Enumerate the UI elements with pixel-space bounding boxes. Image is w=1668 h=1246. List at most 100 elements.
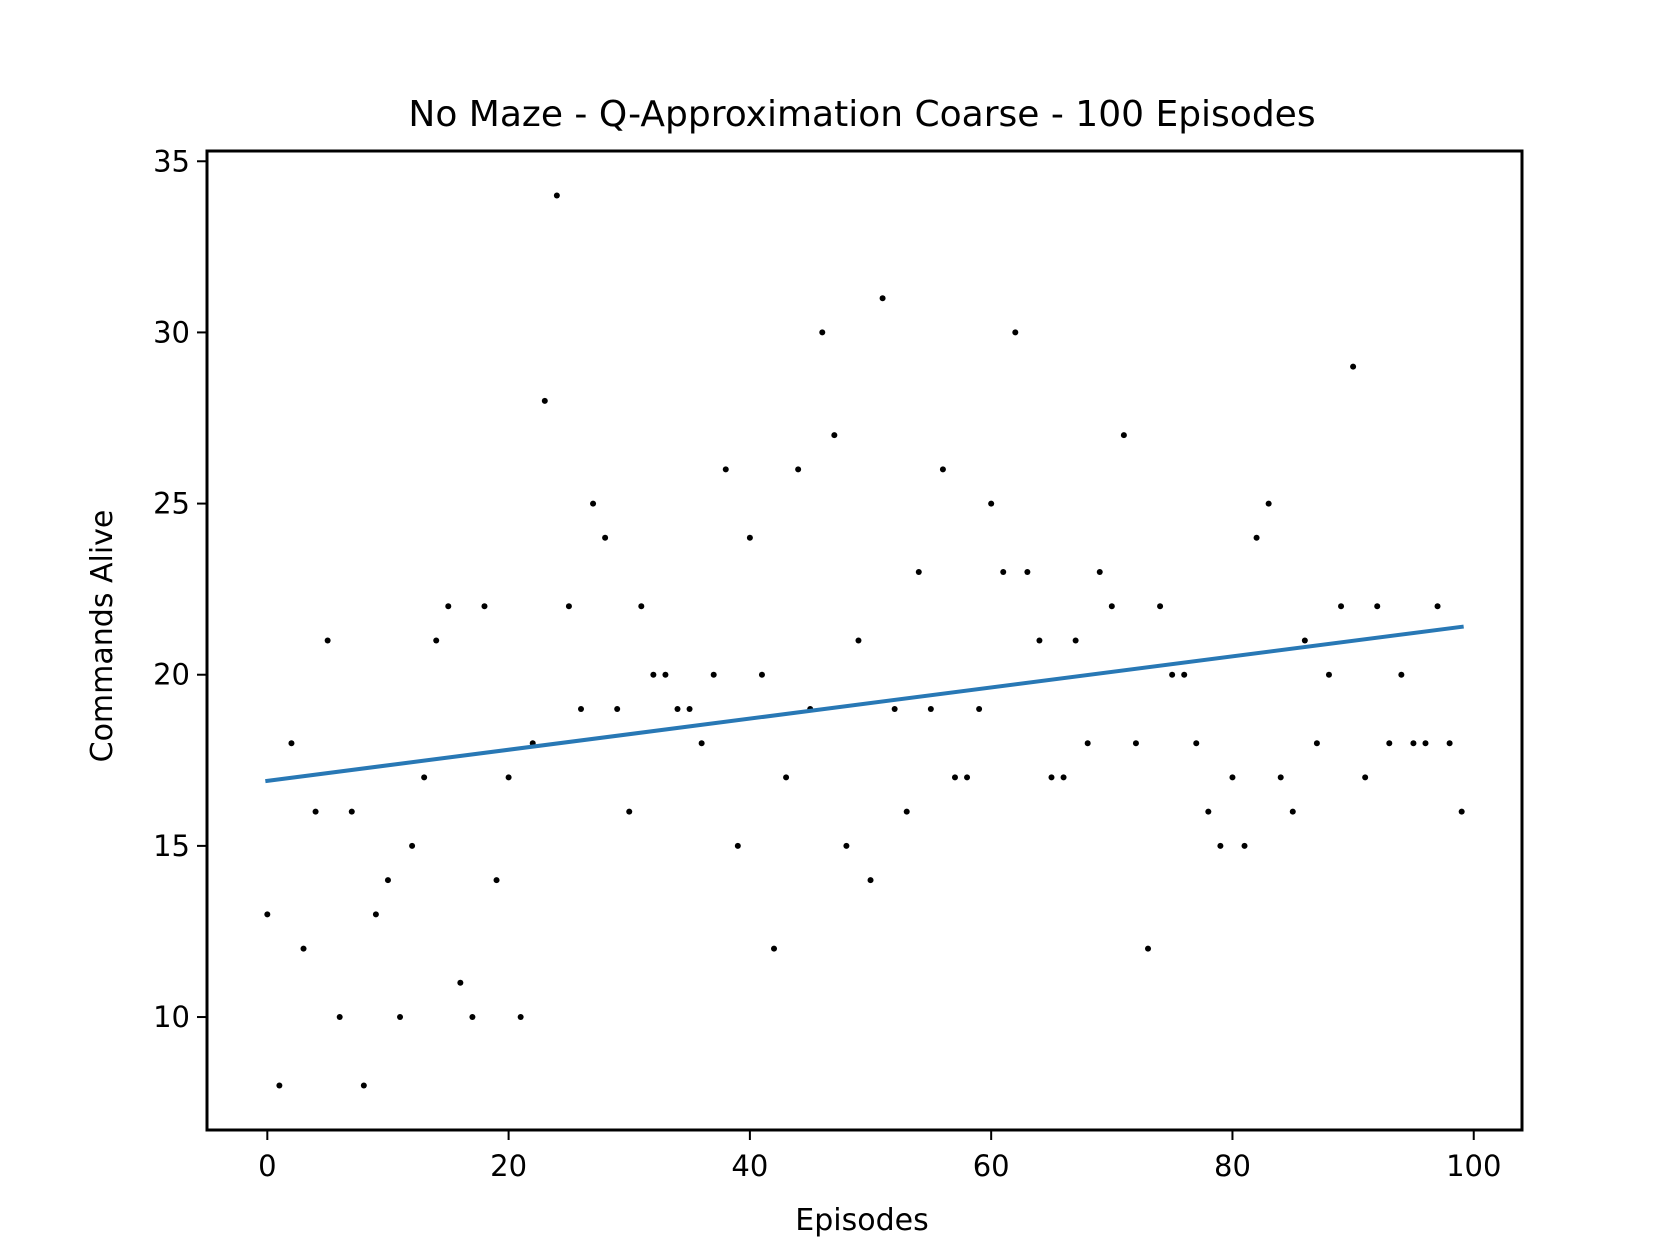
data-point	[1446, 740, 1453, 747]
x-tick-label: 60	[973, 1149, 1010, 1183]
data-point	[590, 500, 597, 507]
y-axis-label: Commands Alive	[85, 510, 120, 763]
y-tick-label: 20	[153, 658, 190, 692]
y-tick-label: 10	[153, 1000, 190, 1034]
data-point	[288, 740, 295, 747]
data-point	[662, 671, 669, 678]
data-point	[457, 979, 464, 986]
data-point	[481, 603, 488, 610]
data-point	[445, 603, 452, 610]
data-point	[710, 671, 717, 678]
x-tick-label: 40	[731, 1149, 768, 1183]
data-point	[614, 705, 621, 712]
data-point	[1386, 740, 1393, 747]
data-point	[843, 842, 850, 849]
data-point	[1253, 534, 1260, 541]
data-point	[1338, 603, 1345, 610]
data-point	[577, 705, 584, 712]
axes-frame	[205, 149, 1524, 1132]
data-point	[264, 911, 271, 918]
chart-title: No Maze - Q-Approximation Coarse - 100 E…	[408, 94, 1315, 135]
data-point	[698, 740, 705, 747]
data-point	[493, 877, 500, 884]
data-point	[1000, 569, 1007, 576]
data-point	[517, 1014, 524, 1021]
x-tick-label: 0	[258, 1149, 276, 1183]
y-tick-label: 30	[153, 315, 190, 349]
data-point	[421, 774, 428, 781]
data-point	[1036, 637, 1043, 644]
data-point	[758, 671, 765, 678]
data-point	[1084, 740, 1091, 747]
y-tick-label: 15	[153, 829, 190, 863]
data-point	[771, 945, 778, 952]
data-point	[915, 569, 922, 576]
data-point	[409, 842, 416, 849]
data-point	[1277, 774, 1284, 781]
data-point	[1217, 842, 1224, 849]
data-point	[1313, 740, 1320, 747]
data-point	[734, 842, 741, 849]
data-point	[939, 466, 946, 473]
data-point	[397, 1014, 404, 1021]
data-point	[1362, 774, 1369, 781]
trend-line	[265, 624, 1464, 784]
data-point	[891, 705, 898, 712]
data-point	[1374, 603, 1381, 610]
data-point	[1229, 774, 1236, 781]
data-point	[1048, 774, 1055, 781]
data-point	[1108, 603, 1115, 610]
data-point	[1169, 671, 1176, 678]
data-point	[1072, 637, 1079, 644]
data-point	[433, 637, 440, 644]
data-point	[553, 192, 560, 199]
plot-area: 0 20 40 60 80 100 10 15 20 25 30 35	[153, 144, 1524, 1183]
data-point	[505, 774, 512, 781]
data-point	[469, 1014, 476, 1021]
data-point	[1398, 671, 1405, 678]
data-point	[541, 397, 548, 404]
data-point	[276, 1082, 283, 1089]
data-point	[746, 534, 753, 541]
data-point	[336, 1014, 343, 1021]
data-point	[951, 774, 958, 781]
data-point	[1120, 432, 1127, 439]
data-point	[1193, 740, 1200, 747]
data-point	[324, 637, 331, 644]
data-point	[1422, 740, 1429, 747]
data-point	[1096, 569, 1103, 576]
data-point	[650, 671, 657, 678]
data-point	[1241, 842, 1248, 849]
data-point	[1325, 671, 1332, 678]
data-point	[976, 705, 983, 712]
data-point	[686, 705, 693, 712]
data-point	[1132, 740, 1139, 747]
data-point	[565, 603, 572, 610]
data-point	[964, 774, 971, 781]
data-point	[602, 534, 609, 541]
data-point	[1205, 808, 1212, 815]
data-point	[1350, 363, 1357, 370]
x-axis-label: Episodes	[795, 1203, 928, 1238]
x-tick-label: 80	[1214, 1149, 1251, 1183]
data-point	[1410, 740, 1417, 747]
data-point	[1145, 945, 1152, 952]
data-point	[1012, 329, 1019, 336]
data-point	[988, 500, 995, 507]
data-point	[638, 603, 645, 610]
data-point	[626, 808, 633, 815]
data-point	[1301, 637, 1308, 644]
data-point	[1181, 671, 1188, 678]
data-point	[1434, 603, 1441, 610]
data-point	[783, 774, 790, 781]
data-point	[1060, 774, 1067, 781]
data-point	[1024, 569, 1031, 576]
data-point	[312, 808, 319, 815]
data-point	[831, 432, 838, 439]
data-point	[360, 1082, 367, 1089]
data-point	[795, 466, 802, 473]
data-point	[819, 329, 826, 336]
data-point	[927, 705, 934, 712]
data-point	[722, 466, 729, 473]
